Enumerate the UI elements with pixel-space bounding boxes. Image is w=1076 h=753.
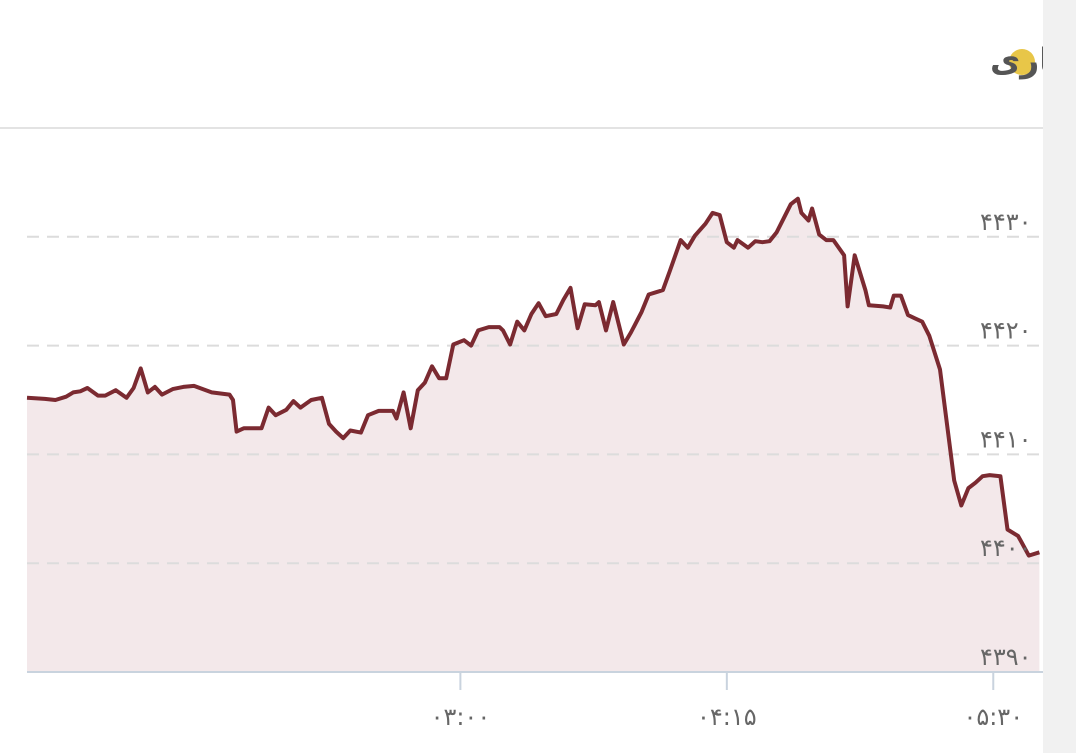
title-dot [1009,49,1035,75]
y-tick-label: ۴۴۱۰ [980,425,1032,453]
x-tick-label: ۰۴:۱۵ [697,703,757,731]
area-fill [27,198,1040,672]
line [26,196,1040,558]
y-tick-label: ۴۴۳۰ [980,208,1032,236]
x-tick-label: ۰۳:۰۰ [431,703,491,731]
plot: ۴۳۹۰ ۴۴۰۰ ۴۴۱۰ ۴۴۲۰ ۴۴۳۰ ۰۳:۰۰ ۰۴:۱۵ ۰۵:۳۰ [26,196,1043,731]
y-tick-label: ۴۳۹۰ [980,643,1032,671]
y-tick-label: ۴۴۲۰ [980,317,1032,345]
x-tick-label: ۰۵:۳۰ [963,703,1023,731]
scrollbar [1043,0,1076,753]
y-tick-label: ۴۴۰۰ [980,534,1032,562]
